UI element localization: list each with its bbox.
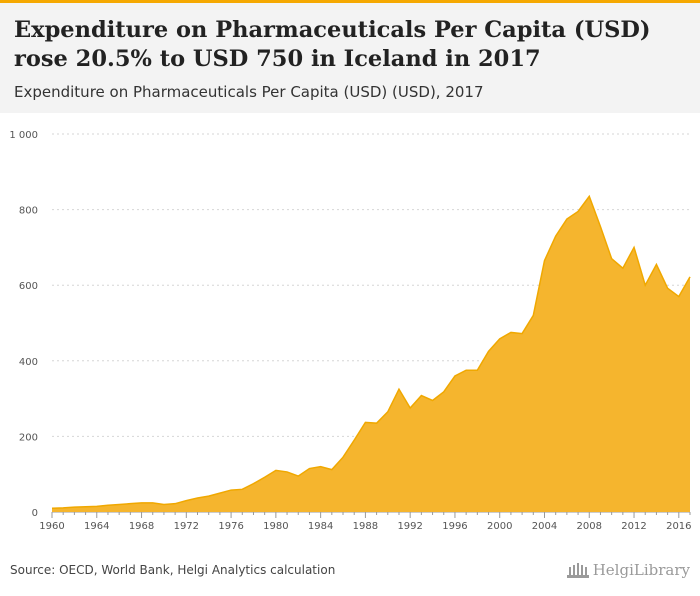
area-series [52, 196, 690, 512]
source-note: Source: OECD, World Bank, Helgi Analytic… [10, 563, 336, 577]
x-tick-label: 2004 [532, 521, 557, 532]
chart-title: Expenditure on Pharmaceuticals Per Capit… [14, 17, 651, 72]
x-tick-label: 2012 [621, 521, 646, 532]
y-axis: 0 200 400 600 800 1 000 [9, 130, 38, 519]
y-tick-label: 600 [19, 281, 38, 292]
x-tick-label: 1992 [397, 521, 422, 532]
x-tick-label: 1984 [308, 521, 333, 532]
y-tick-label: 800 [19, 206, 38, 217]
x-axis: 1960 1964 1968 1972 1976 1980 1984 1988 1992 1996… [39, 511, 692, 532]
x-tick-label: 1976 [218, 521, 243, 532]
x-tick-label: 1964 [84, 521, 109, 532]
x-tick-label: 1968 [129, 521, 154, 532]
y-tick-label: 1 000 [9, 130, 38, 141]
x-tick-label: 1996 [442, 521, 467, 532]
y-tick-label: 400 [19, 357, 38, 368]
building-icon [566, 563, 589, 578]
series-line [51, 194, 691, 509]
x-tick-label: 2008 [577, 521, 602, 532]
y-tick-label: 0 [32, 508, 38, 519]
x-tick-label: 1980 [263, 521, 288, 532]
x-tick-label: 2000 [487, 521, 512, 532]
x-tick-label: 1972 [174, 521, 199, 532]
helgi-library-logo[interactable]: HelgiLibrary [566, 561, 690, 579]
chart-subtitle: Expenditure on Pharmaceuticals Per Capit… [14, 83, 484, 101]
x-tick-label: 1988 [353, 521, 378, 532]
x-tick-label: 2016 [666, 521, 691, 532]
plot-area [51, 194, 691, 512]
x-tick-label: 1960 [39, 521, 64, 532]
logo-text: HelgiLibrary [592, 561, 690, 579]
chart-header: Expenditure on Pharmaceuticals Per Capit… [0, 0, 700, 113]
y-tick-label: 200 [19, 432, 38, 443]
